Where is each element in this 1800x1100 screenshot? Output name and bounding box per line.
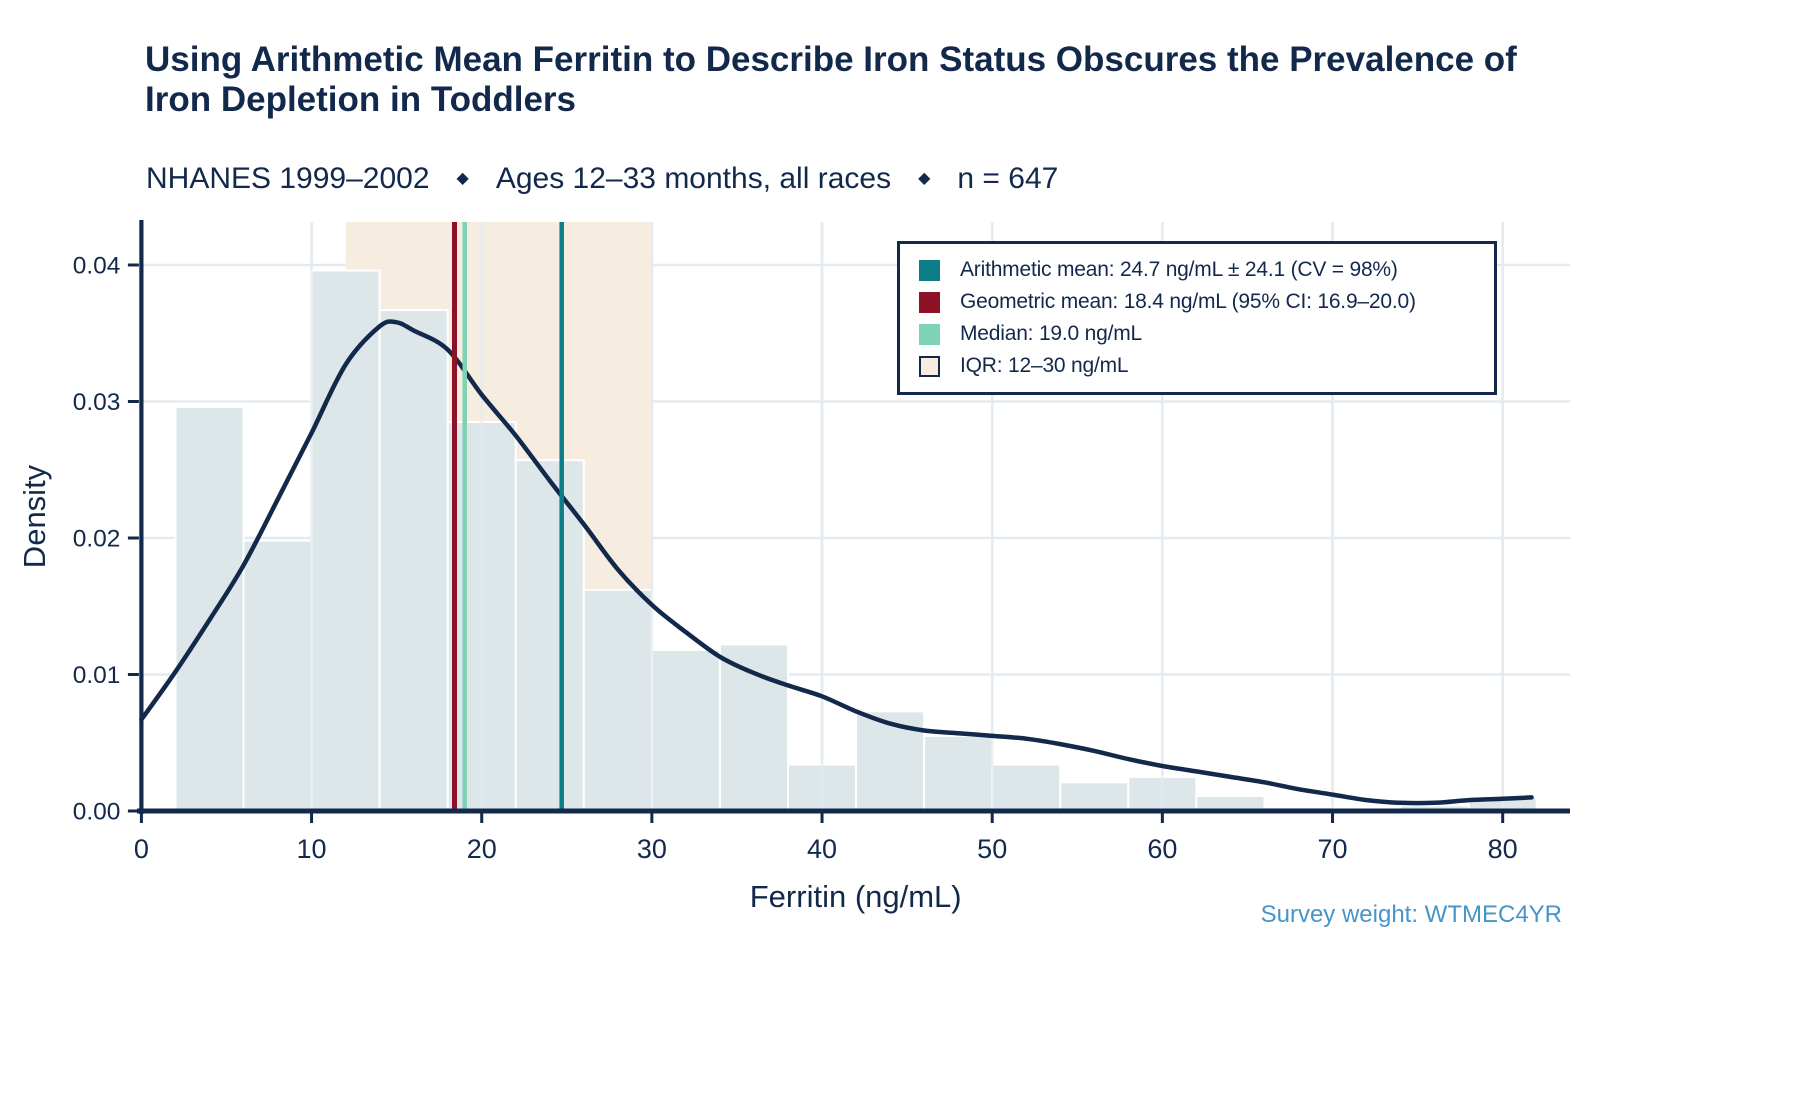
x-tick-label: 60 [1147,834,1177,864]
x-tick-label: 80 [1488,834,1518,864]
histogram-bar [242,539,313,812]
histogram-bar [1059,781,1130,813]
histogram-bar [174,405,245,812]
subtitle-separator-diamond: ◆ [456,170,469,187]
x-tick-mark [990,813,994,823]
x-tick-label: 10 [297,834,327,864]
legend-swatch [919,323,940,345]
legend-box: Arithmetic mean: 24.7 ng/mL ± 24.1 (CV =… [897,241,1497,395]
histogram-bar [923,734,994,812]
legend-swatch [919,291,940,313]
x-tick-mark [820,813,824,823]
y-tick-mark [127,536,139,540]
subtitle-separator-diamond: ◆ [918,170,931,187]
legend-item: Geometric mean: 18.4 ng/mL (95% CI: 16.9… [919,286,1484,318]
x-tick-mark [1331,813,1335,823]
histogram-bar [855,710,926,812]
x-tick-mark [1160,813,1164,823]
legend-swatch [919,259,940,281]
y-tick-mark [127,263,139,267]
x-tick-label: 20 [467,834,497,864]
y-axis-spine [139,220,144,814]
chart-subtitle: NHANES 1999–2002 ◆ Ages 12–33 months, all … [146,162,1058,196]
histogram-bar [310,269,381,812]
y-tick-label: 0.01 [73,662,121,689]
legend-label: Median: 19.0 ng/mL [960,322,1143,345]
y-tick-mark [127,809,139,813]
y-axis-title: Density [17,464,52,568]
subtitle-part: n = 647 [957,162,1059,195]
y-tick-mark [127,400,139,403]
survey-weight-caption: Survey weight: WTMEC4YR [1260,901,1562,928]
histogram-bar [991,763,1062,813]
histogram-bar [718,643,790,812]
x-axis-title: Ferritin (ng/mL) [750,879,962,914]
legend-swatch [919,355,940,377]
legend-label: IQR: 12–30 ng/mL [960,354,1129,377]
y-tick-mark [127,673,139,676]
subtitle-part: Ages 12–33 months, all races [495,162,892,195]
x-tick-label: 30 [637,834,667,864]
x-tick-label: 0 [134,834,149,864]
y-tick-label: 0.04 [73,253,121,280]
legend-label: Arithmetic mean: 24.7 ng/mL ± 24.1 (CV =… [960,258,1398,281]
density-curve [139,319,1534,806]
x-tick-mark [310,813,314,823]
x-tick-label: 70 [1317,834,1347,864]
legend-item: Arithmetic mean: 24.7 ng/mL ± 24.1 (CV =… [919,254,1484,286]
x-tick-mark [480,813,484,823]
subtitle-part: NHANES 1999–2002 [146,162,430,195]
histogram-bar [378,309,449,812]
x-tick-label: 50 [977,834,1007,864]
legend-item: IQR: 12–30 ng/mL [919,350,1484,382]
x-tick-mark [139,813,143,823]
y-tick-label: 0.03 [73,389,121,416]
x-axis-spine [137,808,1570,814]
legend-label: Geometric mean: 18.4 ng/mL (95% CI: 16.9… [960,290,1416,313]
legend-item: Median: 19.0 ng/mL [919,318,1484,350]
x-tick-label: 40 [807,834,837,864]
histogram-bar [582,588,653,812]
y-tick-label: 0.02 [73,526,121,553]
y-tick-label: 0.00 [73,799,121,826]
x-tick-mark [1501,813,1505,823]
chart-title: Using Arithmetic Mean Ferritin to Descri… [145,40,1517,119]
x-tick-mark [650,813,654,823]
histogram-bar [650,648,721,812]
